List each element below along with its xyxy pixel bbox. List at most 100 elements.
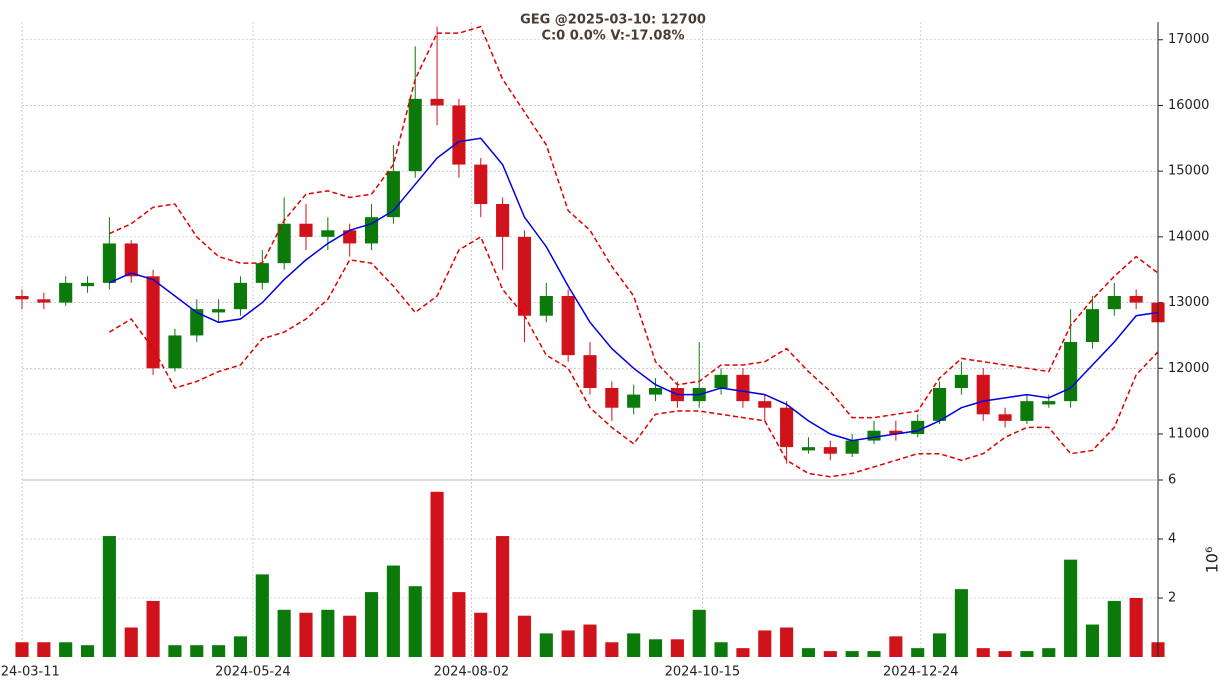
volume-bar bbox=[1064, 559, 1078, 657]
volume-bar bbox=[233, 636, 248, 657]
volume-bar bbox=[1042, 648, 1056, 657]
band-line bbox=[109, 25, 1159, 419]
volume-axis-label: 10⁶ bbox=[1203, 547, 1222, 574]
candle-body bbox=[168, 335, 182, 369]
volume-bar bbox=[692, 609, 706, 657]
volume-bar bbox=[168, 645, 182, 657]
candle-body bbox=[889, 430, 903, 435]
candle-body bbox=[758, 401, 772, 408]
candle-body bbox=[823, 447, 837, 454]
y-tick-label: 11000 bbox=[1168, 427, 1209, 442]
volume-bar bbox=[801, 648, 816, 657]
volume-bar bbox=[583, 624, 597, 657]
volume-bar bbox=[80, 645, 95, 657]
candle-body bbox=[102, 243, 116, 283]
candle-body bbox=[408, 98, 422, 172]
volume-bar bbox=[605, 642, 619, 657]
x-tick-label: 2024-05-24 bbox=[215, 665, 291, 680]
candle-body bbox=[867, 430, 881, 441]
candle-body bbox=[430, 98, 444, 106]
volume-bar bbox=[1107, 600, 1121, 657]
candle-body bbox=[1129, 296, 1143, 303]
volume-bar bbox=[102, 536, 116, 657]
candle-body bbox=[364, 217, 379, 244]
volume-bar bbox=[714, 642, 728, 657]
volume-bar bbox=[648, 639, 663, 657]
volume-bar bbox=[998, 651, 1012, 657]
candle-body bbox=[954, 374, 968, 389]
volume-bar bbox=[277, 609, 291, 657]
candle-body bbox=[998, 414, 1012, 421]
volume-bar bbox=[386, 565, 400, 657]
candle-body bbox=[1107, 296, 1121, 310]
candle-body bbox=[343, 230, 357, 244]
chart-title: GEG @2025-03-10: 12700 bbox=[520, 13, 706, 28]
candle-body bbox=[714, 374, 728, 389]
candle-body bbox=[124, 243, 138, 277]
candle-body bbox=[190, 309, 204, 336]
candle-body bbox=[321, 230, 335, 237]
y-tick-label: 15000 bbox=[1168, 164, 1209, 179]
volume-bar bbox=[15, 642, 29, 657]
candle-body bbox=[255, 263, 269, 283]
grid bbox=[21, 22, 1158, 657]
candle-body bbox=[15, 296, 29, 300]
volume-bar bbox=[954, 589, 968, 657]
volume-bar bbox=[59, 642, 73, 657]
candle-body bbox=[780, 407, 794, 448]
volume-bar bbox=[430, 491, 444, 657]
x-tick-label: 2024-10-15 bbox=[665, 665, 741, 680]
volume-bar bbox=[517, 615, 532, 657]
y-tick-label: 4 bbox=[1168, 532, 1176, 547]
candle-body bbox=[212, 309, 226, 313]
candle-body bbox=[452, 105, 466, 165]
candle-body bbox=[517, 236, 532, 316]
candle-body bbox=[233, 282, 248, 310]
y-tick-label: 13000 bbox=[1168, 295, 1209, 310]
volume-bar bbox=[976, 648, 990, 657]
volume-bar bbox=[911, 648, 925, 657]
volume-bar bbox=[190, 645, 204, 657]
volume-bar bbox=[736, 648, 750, 657]
y-tick-label: 12000 bbox=[1168, 361, 1209, 376]
volume-bar bbox=[496, 536, 510, 657]
candle-body bbox=[496, 204, 510, 237]
volume-bar bbox=[37, 642, 51, 657]
volume-bar bbox=[1085, 624, 1100, 657]
y-tick-label: 2 bbox=[1168, 591, 1176, 606]
x-tick-label: 2024-12-24 bbox=[883, 665, 959, 680]
candle-body bbox=[845, 440, 859, 454]
candle-body bbox=[976, 374, 990, 415]
candle-body bbox=[932, 388, 947, 421]
candle-body bbox=[37, 299, 51, 303]
volume-bar bbox=[1129, 598, 1143, 657]
volume-bar bbox=[212, 645, 226, 657]
volume-bar bbox=[255, 574, 269, 657]
candle-body bbox=[605, 388, 619, 408]
candle-body bbox=[801, 447, 816, 451]
volume-bar bbox=[932, 633, 947, 657]
volume-bar bbox=[1020, 651, 1034, 657]
volume-bar bbox=[539, 633, 553, 657]
x-tick-label: 2024-03-11 bbox=[0, 665, 60, 680]
volume-bar bbox=[670, 639, 684, 657]
candle-body bbox=[539, 296, 553, 316]
y-tick-label: 17000 bbox=[1168, 32, 1209, 47]
volume-bar bbox=[364, 592, 379, 657]
volume-bar bbox=[867, 651, 881, 657]
x-tick-label: 2024-08-02 bbox=[434, 665, 510, 680]
candle-body bbox=[561, 296, 575, 356]
volume-bar bbox=[321, 609, 335, 657]
volume-bar bbox=[780, 627, 794, 657]
volume-bar bbox=[889, 636, 903, 657]
candle-body bbox=[299, 223, 313, 237]
volume-bar bbox=[452, 592, 466, 657]
candle-body bbox=[277, 223, 291, 264]
volume-bar bbox=[845, 651, 859, 657]
chart-subtitle: C:0 0.0% V:-17.08% bbox=[541, 29, 684, 44]
volume-bar bbox=[124, 627, 138, 657]
candle-body bbox=[583, 355, 597, 389]
volume-bar bbox=[823, 651, 837, 657]
candle-body bbox=[59, 282, 73, 303]
